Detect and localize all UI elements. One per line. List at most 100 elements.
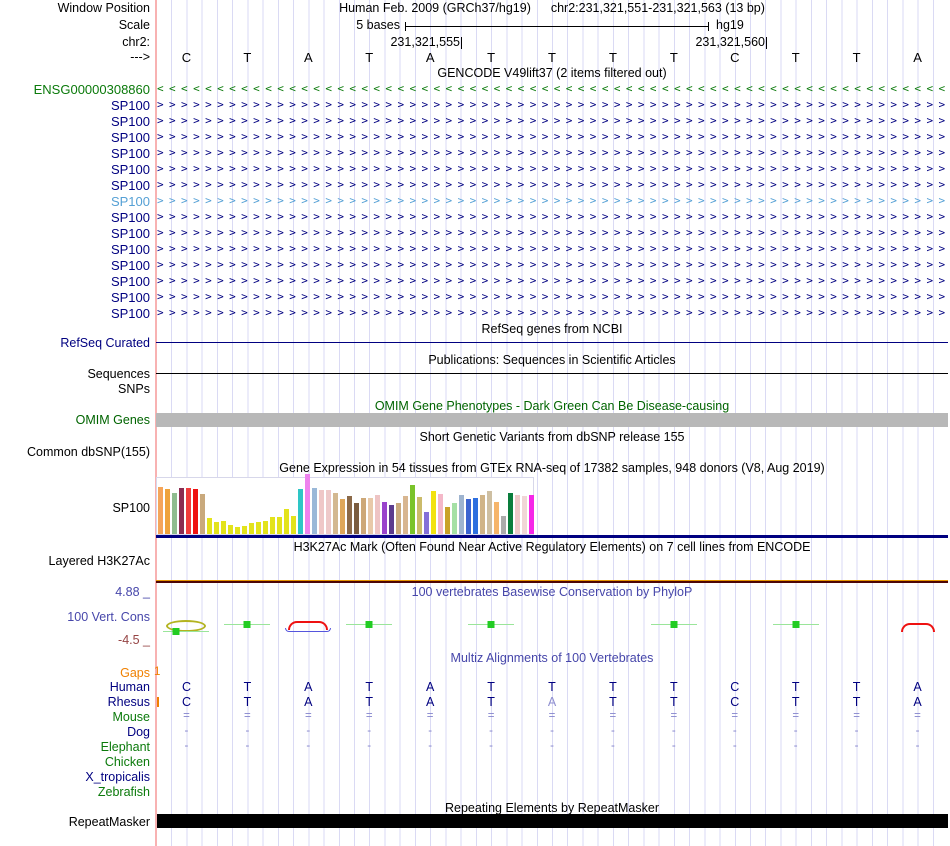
gene-strand-arrows[interactable]: >>>>>>>>>>>>>>>>>>>>>>>>>>>>>>>>>>>>>>>>… — [157, 178, 948, 191]
gene-label[interactable]: SP100 — [110, 258, 150, 273]
base-letter: T — [487, 50, 496, 65]
gene-strand-arrows[interactable]: >>>>>>>>>>>>>>>>>>>>>>>>>>>>>>>>>>>>>>>>… — [157, 242, 948, 255]
refseq-label[interactable]: RefSeq Curated — [60, 336, 150, 350]
dbsnp-label[interactable]: Common dbSNP(155) — [27, 445, 150, 459]
omim-label[interactable]: OMIM Genes — [75, 413, 150, 427]
gene-label[interactable]: ENSG00000308860 — [33, 82, 150, 97]
species-label[interactable]: Rhesus — [107, 695, 150, 709]
alignment-base: C — [181, 695, 191, 709]
snps-row: SNPs — [0, 382, 950, 397]
gtex-tissue-bar — [284, 509, 289, 534]
alignment-gap-char: - — [915, 725, 920, 737]
species-label[interactable]: Mouse — [112, 710, 150, 724]
conservation-point — [792, 621, 800, 628]
gtex-tissue-bar — [340, 499, 345, 534]
alignment-gap-char: - — [184, 740, 189, 752]
phylop-track-title[interactable]: 100 vertebrates Basewise Conservation by… — [411, 585, 693, 599]
alignment-gap-char: - — [550, 725, 554, 737]
gene-strand-arrows[interactable]: <<<<<<<<<<<<<<<<<<<<<<<<<<<<<<<<<<<<<<<<… — [157, 82, 948, 95]
alignment-gap-char: - — [671, 725, 676, 737]
alignment-base: T — [365, 695, 374, 709]
gencode-track-title[interactable]: GENCODE V49lift37 (2 items filtered out) — [437, 66, 667, 80]
species-label[interactable]: X_tropicalis — [85, 770, 150, 784]
species-label[interactable]: Elephant — [100, 740, 150, 754]
alignment-gap-char: = — [426, 710, 434, 722]
multiz-species-row: Zebrafish — [0, 785, 950, 800]
gene-strand-arrows[interactable]: >>>>>>>>>>>>>>>>>>>>>>>>>>>>>>>>>>>>>>>>… — [157, 274, 948, 287]
alignment-base: C — [730, 680, 740, 694]
gene-strand-arrows[interactable]: >>>>>>>>>>>>>>>>>>>>>>>>>>>>>>>>>>>>>>>>… — [157, 306, 948, 319]
repeatmasker-track-title[interactable]: Repeating Elements by RepeatMasker — [444, 801, 659, 815]
gtex-tissue-bar — [431, 491, 436, 534]
gtex-chart-box[interactable] — [156, 474, 534, 535]
gene-strand-arrows[interactable]: >>>>>>>>>>>>>>>>>>>>>>>>>>>>>>>>>>>>>>>>… — [157, 114, 948, 127]
gtex-tissue-bar — [165, 489, 170, 534]
gene-label[interactable]: SP100 — [110, 98, 150, 113]
base-letter: T — [365, 50, 374, 65]
omim-gene-bar[interactable] — [156, 413, 948, 427]
phylop-label[interactable]: 100 Vert. Cons — [67, 610, 150, 624]
base-letter: T — [852, 50, 861, 65]
gtex-tissue-bar — [522, 496, 527, 534]
repeatmasker-bar[interactable] — [157, 814, 948, 828]
gene-row: SP100 >>>>>>>>>>>>>>>>>>>>>>>>>>>>>>>>>>>… — [0, 193, 950, 209]
phylop-min-label: -4.5 _ — [118, 633, 150, 647]
gtex-tissue-bar — [305, 474, 310, 534]
gene-strand-arrows[interactable]: >>>>>>>>>>>>>>>>>>>>>>>>>>>>>>>>>>>>>>>>… — [157, 210, 948, 223]
gene-label[interactable]: SP100 — [110, 130, 150, 145]
gene-label[interactable]: SP100 — [110, 178, 150, 193]
refseq-track-title[interactable]: RefSeq genes from NCBI — [481, 322, 623, 336]
gene-strand-arrows[interactable]: >>>>>>>>>>>>>>>>>>>>>>>>>>>>>>>>>>>>>>>>… — [157, 194, 948, 207]
gene-label[interactable]: SP100 — [110, 274, 150, 289]
repeatmasker-label[interactable]: RepeatMasker — [68, 815, 150, 829]
species-label[interactable]: Human — [109, 680, 150, 694]
gene-strand-arrows[interactable]: >>>>>>>>>>>>>>>>>>>>>>>>>>>>>>>>>>>>>>>>… — [157, 146, 948, 159]
gene-strand-arrows[interactable]: >>>>>>>>>>>>>>>>>>>>>>>>>>>>>>>>>>>>>>>>… — [157, 258, 948, 271]
sequences-label[interactable]: Sequences — [87, 367, 150, 381]
alignment-gap-char: - — [550, 740, 554, 752]
gene-label[interactable]: SP100 — [110, 210, 150, 225]
h3k27ac-track-title[interactable]: H3K27Ac Mark (Often Found Near Active Re… — [293, 540, 811, 554]
conservation-point — [172, 628, 180, 635]
species-label[interactable]: Zebrafish — [97, 785, 150, 799]
omim-track-title[interactable]: OMIM Gene Phenotypes - Dark Green Can Be… — [374, 399, 730, 413]
gtex-tissue-bar — [235, 527, 240, 534]
alignment-gap-char: = — [304, 710, 312, 722]
species-label[interactable]: Gaps — [120, 666, 150, 680]
snps-label[interactable]: SNPs — [118, 382, 150, 396]
phylop-base-column — [156, 614, 217, 638]
gtex-tissue-bar — [291, 516, 296, 534]
gene-label[interactable]: SP100 — [110, 306, 150, 321]
gene-label[interactable]: SP100 — [110, 146, 150, 161]
alignment-base: T — [670, 695, 678, 709]
h3k27ac-label[interactable]: Layered H3K27Ac — [48, 554, 150, 568]
gaps-insert-marker: 1 — [154, 666, 161, 678]
multiz-track-title[interactable]: Multiz Alignments of 100 Vertebrates — [450, 651, 654, 665]
gene-strand-arrows[interactable]: >>>>>>>>>>>>>>>>>>>>>>>>>>>>>>>>>>>>>>>>… — [157, 98, 948, 111]
gene-strand-arrows[interactable]: >>>>>>>>>>>>>>>>>>>>>>>>>>>>>>>>>>>>>>>>… — [157, 130, 948, 143]
alignment-gap-char: = — [244, 710, 251, 722]
gene-label[interactable]: SP100 — [110, 162, 150, 177]
alignment-gap-char: - — [306, 740, 311, 752]
gtex-gene-label[interactable]: SP100 — [112, 501, 150, 515]
gene-label[interactable]: SP100 — [110, 242, 150, 257]
alignment-base: T — [243, 695, 252, 709]
publications-track-title[interactable]: Publications: Sequences in Scientific Ar… — [428, 353, 676, 367]
species-label[interactable]: Dog — [127, 725, 150, 739]
coord-left: 231,321,555 — [390, 35, 462, 49]
gene-strand-arrows[interactable]: >>>>>>>>>>>>>>>>>>>>>>>>>>>>>>>>>>>>>>>>… — [157, 162, 948, 175]
multiz-species-row: Rhesus C T A T A T A T T C T T A — [0, 695, 950, 710]
gtex-tissue-bar — [319, 490, 324, 534]
gene-label[interactable]: SP100 — [110, 114, 150, 129]
gene-label[interactable]: SP100 — [110, 194, 150, 209]
phylop-label-row: 100 Vert. Cons — [0, 610, 950, 625]
species-label[interactable]: Chicken — [104, 755, 150, 769]
dbsnp-track-title[interactable]: Short Genetic Variants from dbSNP releas… — [419, 430, 685, 444]
gtex-track-title[interactable]: Gene Expression in 54 tissues from GTEx … — [279, 461, 825, 475]
gtex-tissue-bar — [438, 494, 443, 534]
alignment-gap-char: = — [609, 710, 617, 722]
gene-label[interactable]: SP100 — [110, 226, 150, 241]
gene-label[interactable]: SP100 — [110, 290, 150, 305]
gene-strand-arrows[interactable]: >>>>>>>>>>>>>>>>>>>>>>>>>>>>>>>>>>>>>>>>… — [157, 290, 948, 303]
gene-strand-arrows[interactable]: >>>>>>>>>>>>>>>>>>>>>>>>>>>>>>>>>>>>>>>>… — [157, 226, 948, 239]
